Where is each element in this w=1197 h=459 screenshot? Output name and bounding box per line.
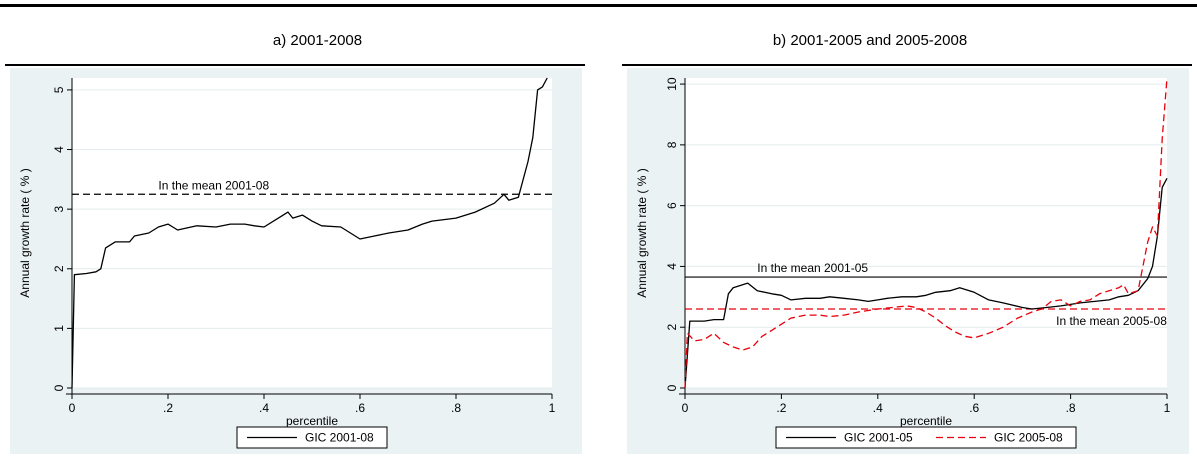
panel-a-title: a) 2001-2008 bbox=[272, 32, 363, 49]
chart-0-x-tick-label: .6 bbox=[355, 401, 365, 415]
chart-1-legend-label-2: GIC 2005-08 bbox=[994, 431, 1063, 445]
chart-0-legend-label-1: GIC 2001-08 bbox=[305, 431, 374, 445]
top-rule bbox=[0, 4, 1197, 7]
chart-1-plot-area bbox=[685, 78, 1167, 388]
chart-0-mean-label-0: In the mean 2001-08 bbox=[158, 178, 269, 192]
chart-1-x-tick-label: .2 bbox=[776, 401, 786, 415]
panel-a-rule bbox=[5, 64, 585, 66]
chart-b: 0 2 4 6 8 10 0 .2 .4 .6 .8 1 percentile Annual growth… bbox=[627, 68, 1189, 454]
chart-0-x-tick-label: .4 bbox=[259, 401, 269, 415]
chart-1-x-axis-title: percentile bbox=[900, 414, 952, 428]
chart-0-y-tick-label: 3 bbox=[52, 205, 66, 212]
chart-0-x-axis-title: percentile bbox=[286, 414, 338, 428]
chart-1-y-tick-label: 6 bbox=[665, 202, 679, 209]
chart-0-y-tick-label: 2 bbox=[52, 265, 66, 272]
chart-0-y-tick-label: 5 bbox=[52, 86, 66, 93]
chart-0-series-1 bbox=[71, 77, 548, 389]
chart-1-y-tick-label: 0 bbox=[665, 384, 679, 391]
chart-0-plot-area bbox=[72, 78, 552, 388]
chart-0-x-tick-label: 1 bbox=[549, 401, 556, 415]
chart-1-mean-label-0: In the mean 2001-05 bbox=[757, 261, 868, 275]
chart-0-x-tick-label: .8 bbox=[451, 401, 461, 415]
chart-0-x-tick-label: .2 bbox=[163, 401, 173, 415]
chart-1-series-2 bbox=[684, 77, 1168, 389]
chart-0-y-axis-title: Annual growth rate ( % ) bbox=[18, 168, 32, 297]
chart-0-y-tick-label: 4 bbox=[52, 146, 66, 153]
chart-1-x-tick-label: .6 bbox=[969, 401, 979, 415]
chart-1-legend-label-1: GIC 2001-05 bbox=[844, 431, 913, 445]
chart-1-mean-label-1: In the mean 2005-08 bbox=[1056, 314, 1167, 328]
chart-1-x-tick-label: 0 bbox=[682, 401, 689, 415]
chart-1-x-tick-label: .8 bbox=[1066, 401, 1076, 415]
chart-0-x-tick-label: 0 bbox=[69, 401, 76, 415]
chart-0-y-tick-label: 1 bbox=[52, 325, 66, 332]
panel-b-title: b) 2001-2005 and 2005-2008 bbox=[772, 32, 968, 49]
chart-1-y-axis-title: Annual growth rate ( % ) bbox=[635, 168, 649, 297]
chart-1-y-tick-label: 10 bbox=[665, 77, 679, 91]
chart-a: 0 1 2 3 4 5 0 .2 .4 .6 .8 1 percentile Annual growth … bbox=[10, 68, 582, 454]
chart-0-legend bbox=[236, 426, 388, 449]
chart-0-y-tick-label: 0 bbox=[52, 384, 66, 391]
panel-b-rule bbox=[622, 64, 1192, 66]
chart-1-legend bbox=[775, 426, 1077, 449]
chart-1-y-tick-label: 2 bbox=[665, 324, 679, 331]
chart-1-x-tick-label: 1 bbox=[1164, 401, 1171, 415]
chart-1-y-tick-label: 4 bbox=[665, 263, 679, 270]
chart-1-x-tick-label: .4 bbox=[873, 401, 883, 415]
chart-1-y-tick-label: 8 bbox=[665, 141, 679, 148]
chart-1-series-1 bbox=[684, 177, 1168, 389]
